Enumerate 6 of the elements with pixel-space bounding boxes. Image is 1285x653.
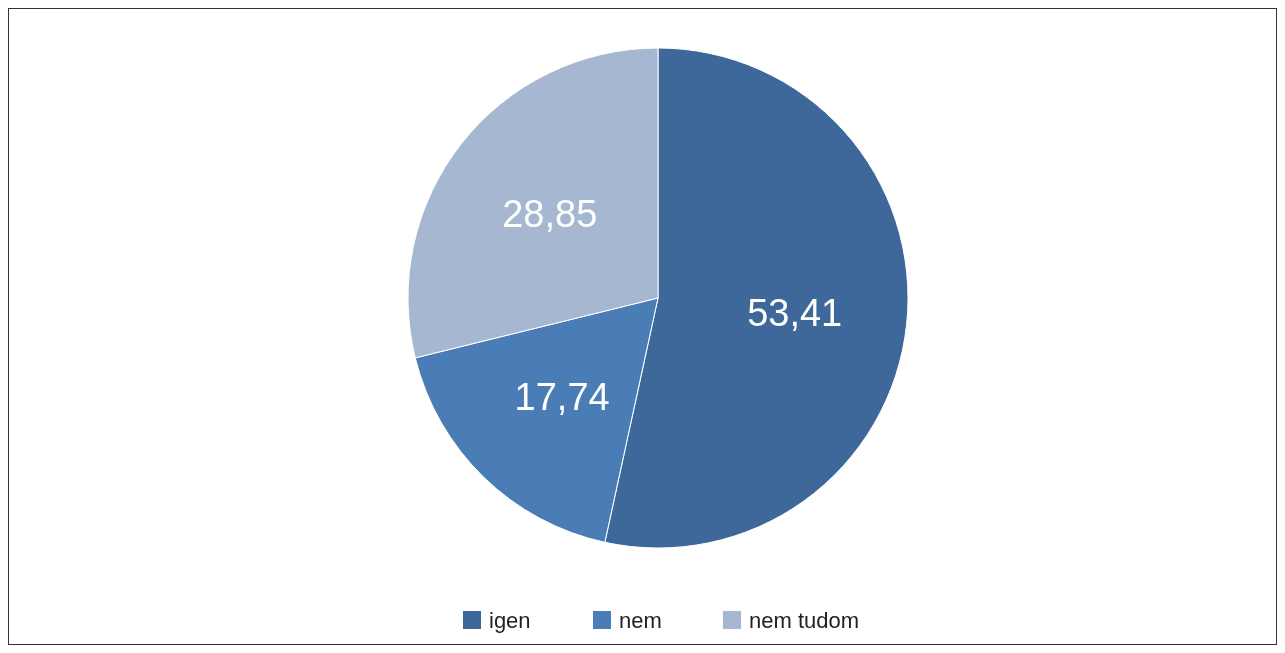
legend-label: nem tudom bbox=[749, 607, 860, 633]
data-label: 53,41 bbox=[747, 292, 843, 334]
data-label: 28,85 bbox=[502, 192, 598, 235]
legend-label: igen bbox=[489, 607, 531, 633]
legend-label: nem bbox=[619, 607, 662, 633]
data-label: 17,74 bbox=[514, 375, 610, 418]
